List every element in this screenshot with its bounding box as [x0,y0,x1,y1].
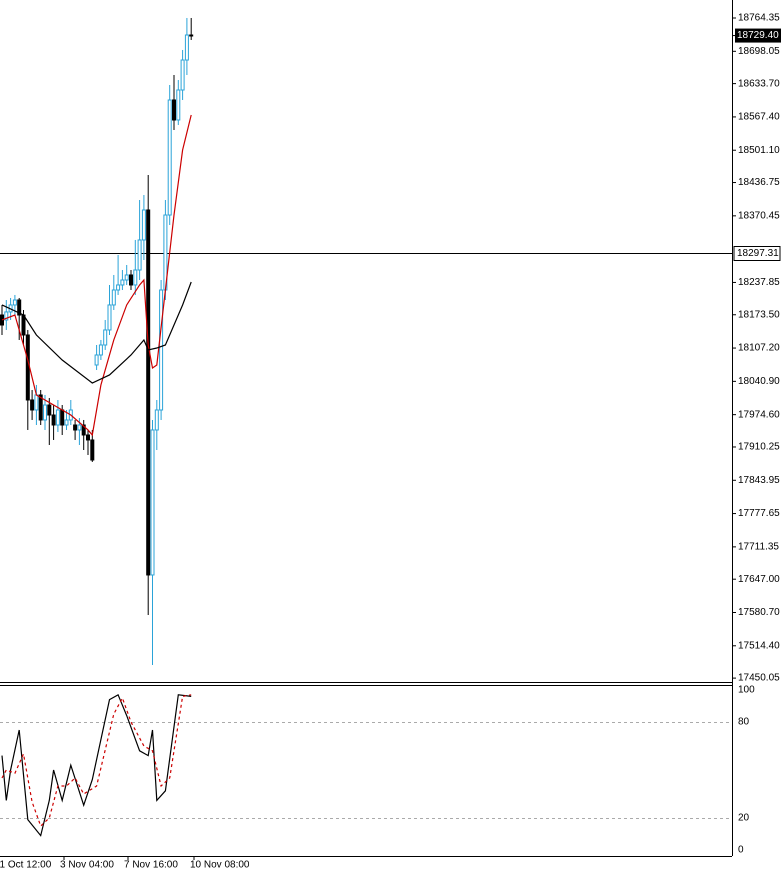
candle-body [184,34,189,61]
y-tick-label: 18237.85 [738,277,780,288]
y-tick-label: 17910.25 [738,442,780,453]
candle-body [17,299,22,316]
candle-body [55,409,60,426]
y-tick-label: 18698.05 [738,46,780,57]
candle-body [133,269,138,286]
y-tick-label: 17974.60 [738,409,780,420]
y-tick-label: 18370.45 [738,210,780,221]
y-tick-label: 18173.50 [738,309,780,320]
candle-body [129,274,133,286]
candle-body [180,59,185,91]
candle-body [120,279,125,286]
y-tick-label: 18040.90 [738,376,780,387]
y-tick-label: 17514.40 [738,640,780,651]
y-tick-label: 17580.70 [738,607,780,618]
candle-body [12,299,17,306]
candle-body [159,289,164,411]
candle-body [64,419,69,426]
candle-body [73,424,78,431]
candle-body [189,34,194,37]
y-tick-label: 0 [738,845,744,856]
y-tick-label: 17450.05 [738,673,780,684]
y-tick-label: 17843.95 [738,475,780,486]
candle-body [154,409,159,431]
candle-body [172,99,176,121]
candle-body [38,394,43,421]
candle-body [103,329,108,346]
moving-average [1,114,192,437]
oscillator-line [1,694,192,828]
y-tick-label: 18501.10 [738,145,780,156]
y-tick-label: 18567.40 [738,112,780,123]
x-tick-label: 3 Nov 04:00 [60,860,114,869]
x-tick-label: 7 Nov 16:00 [124,860,178,869]
candle-body [30,399,35,411]
y-tick-label: 20 [738,813,750,824]
x-tick-label: 31 Oct 12:00 [0,860,52,869]
candle-body [4,311,9,321]
candle-body [141,209,146,241]
y-tick-label: 17711.35 [738,542,779,553]
candle-body [47,404,52,416]
y-tick-label: 18633.70 [738,78,780,89]
y-tick-label: 18107.20 [738,343,780,354]
y-tick-label: 18436.75 [738,177,780,188]
candle-body [176,89,181,121]
candle-body [111,289,116,306]
y-tick-label: 100 [738,685,755,696]
candle-body [60,409,65,426]
candle-body [43,404,47,421]
candle-body [116,284,121,291]
y-tick-label: 18764.35 [738,13,780,24]
moving-average [1,281,192,384]
candle-body [86,434,90,441]
y-tick-label: 17647.00 [738,574,780,585]
hline-label-box [733,246,781,261]
candle-body [146,209,151,576]
candle-body [124,274,129,281]
oscillator-line [1,693,192,837]
candle-body [167,99,172,216]
y-tick-label: 17777.65 [738,508,780,519]
candle-body [77,424,82,431]
last-price-box [735,28,781,43]
candle-body [90,439,95,461]
hline-label: 18297.31 [737,248,779,259]
candle-body [21,314,26,336]
candle-body [25,334,30,401]
candle-body [34,394,39,411]
candle-body [137,239,142,271]
x-tick-label: 10 Nov 08:00 [190,860,250,869]
candle-body [51,414,56,426]
candle-body [107,304,112,331]
candle-body [98,344,103,356]
y-tick-label: 80 [738,717,750,728]
candle-body [81,424,86,436]
last-price-label: 18729.40 [737,30,779,41]
candle-body [150,429,155,576]
candle-body [94,354,99,366]
